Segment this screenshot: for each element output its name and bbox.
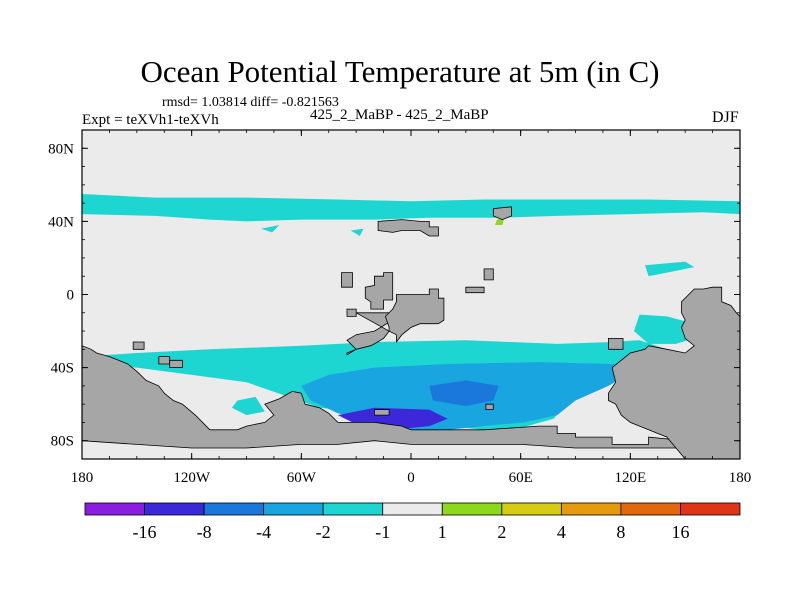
region-band-north-40N xyxy=(82,194,740,222)
region-southeast-pacific-cyan xyxy=(634,314,700,344)
land-mid-islands xyxy=(465,286,485,294)
x-tick-label: 60W xyxy=(287,470,317,486)
y-tick-label: 80N xyxy=(48,141,74,157)
colorbar-box xyxy=(382,502,443,516)
y-tick-label: 40S xyxy=(51,361,74,377)
land-pacific-island-a xyxy=(608,337,624,350)
y-tick-label: 0 xyxy=(67,288,75,304)
colorbar-label: -2 xyxy=(316,522,331,542)
x-tick-label: 180 xyxy=(729,470,752,486)
land-west-africa-bump xyxy=(346,308,357,317)
land-southwest-block xyxy=(82,345,686,449)
land-southeast-block xyxy=(608,286,740,459)
colorbar-box xyxy=(560,502,622,516)
season-label: DJF xyxy=(712,109,739,126)
region-southern-ocean-blue-center xyxy=(429,380,499,406)
experiment-label: Expt = teXVh1-teXVh xyxy=(82,112,219,128)
land-africa xyxy=(346,312,394,356)
x-tick-label: 180 xyxy=(71,470,94,486)
region-north-pacific-cyan-arm xyxy=(645,261,695,277)
y-tick-label: 80S xyxy=(51,434,74,450)
colorbar-label: 1 xyxy=(438,522,447,542)
colorbar-box xyxy=(441,502,503,516)
colorbar-box xyxy=(680,502,741,516)
anomaly-regions xyxy=(82,194,740,430)
y-tick-label: 40N xyxy=(48,214,74,230)
colorbar-label: 16 xyxy=(671,522,689,542)
colorbar: -16 -8 -4 -2 -1 1 2 4 8 16 xyxy=(84,502,741,542)
colorbar-label: -1 xyxy=(375,522,390,542)
land-greenland xyxy=(377,219,439,237)
land-island-a xyxy=(341,272,353,288)
land-pacific-island-c xyxy=(158,356,171,365)
land-mid-island-2 xyxy=(483,268,494,281)
axes: 180 120W 60W 0 60E 120E 180 80N 40N 0 40S 80S xyxy=(48,129,752,486)
stats-text: rmsd= 1.03814 diff= -0.821563 xyxy=(162,95,339,110)
colorbar-box xyxy=(501,502,562,516)
colorbar-box xyxy=(144,502,205,516)
colorbar-label: -8 xyxy=(197,522,212,542)
colorbar-box xyxy=(203,502,265,516)
x-tick-label: 120E xyxy=(614,470,646,486)
land-antarctica-coast-small-b xyxy=(485,403,494,411)
colorbar-box xyxy=(620,502,681,516)
region-south-pacific-cyan-patch xyxy=(231,396,265,416)
colorbar-box xyxy=(84,502,145,516)
land-small-north xyxy=(492,206,512,221)
colorbar-label: 8 xyxy=(616,522,625,542)
chart-title: Ocean Potential Temperature at 5m (in C) xyxy=(140,54,660,89)
x-tick-label: 0 xyxy=(407,470,415,486)
x-tick-label: 120W xyxy=(173,470,211,486)
region-cyan-dot-b xyxy=(261,225,280,233)
region-cyan-dot-a xyxy=(350,228,364,236)
x-tick-label: 60E xyxy=(509,470,533,486)
land-pacific-island-d xyxy=(169,359,183,369)
colorbar-label: -16 xyxy=(133,522,157,542)
land-seaside-hook xyxy=(373,409,390,416)
colorbar-box xyxy=(322,502,384,516)
colorbar-box xyxy=(263,502,324,516)
land-central-africa xyxy=(384,288,445,344)
land-pacific-island-b xyxy=(132,341,145,350)
colorbar-label: 4 xyxy=(557,522,566,542)
run-label: 425_2_MaBP - 425_2_MaBP xyxy=(310,107,489,123)
land-masks xyxy=(82,206,740,459)
colorbar-label: -4 xyxy=(256,522,271,542)
land-island-b xyxy=(364,272,394,310)
colorbar-label: 2 xyxy=(497,522,506,542)
